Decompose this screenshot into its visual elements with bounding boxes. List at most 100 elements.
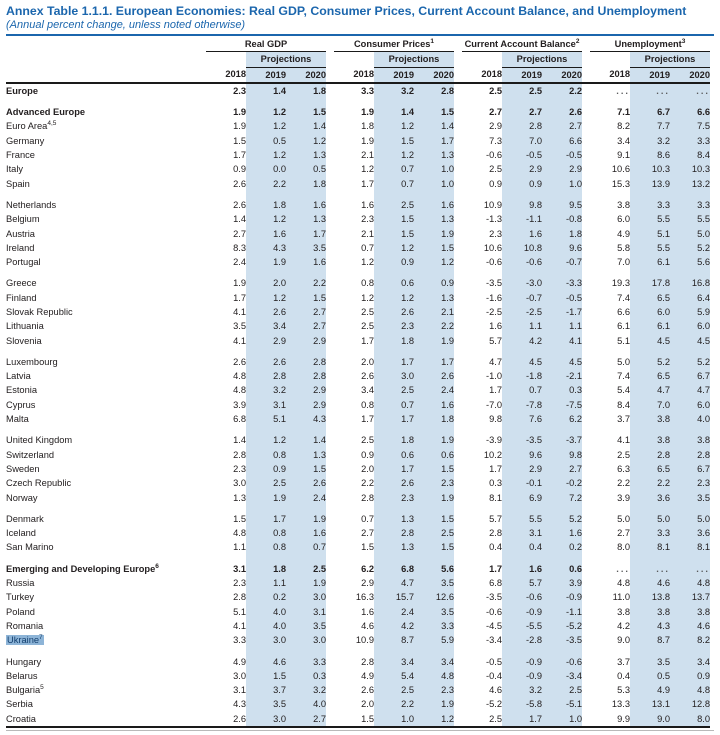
- value-cell: 4.6: [697, 620, 710, 631]
- value-cell: 2.1: [361, 228, 374, 239]
- country-label-cell: Croatia: [6, 711, 206, 729]
- value-cell: -3.5: [565, 635, 582, 646]
- value-cell: -5.8: [525, 699, 542, 710]
- table-row: Malta 6.8 5.1 4.3 1.7 1.7 1.8 9.8 7.6 6.2 3.7 3.8 4.…: [6, 412, 710, 426]
- year-header: 2019: [630, 67, 670, 84]
- value-cell: 0.8: [273, 542, 286, 553]
- value-cell: 2.9: [273, 335, 286, 346]
- value-cell: 0.4: [489, 542, 502, 553]
- gap-cell: [502, 555, 542, 562]
- value-cell: 4.3: [657, 620, 670, 631]
- value-cell: 2.9: [489, 121, 502, 132]
- group-spacer: [454, 655, 462, 669]
- value-cell: 0.7: [361, 242, 374, 253]
- value-cell: 3.2: [401, 85, 414, 96]
- group-spacer: [582, 398, 590, 412]
- value-cell: 1.3: [401, 513, 414, 524]
- group-spacer: [454, 227, 462, 241]
- gap-cell: [206, 191, 246, 198]
- value-cell: 3.6: [697, 528, 710, 539]
- table-row: Turkey 2.8 0.2 3.0 16.3 15.7 12.6 -3.5 -0.6 -0.9 1…: [6, 590, 710, 604]
- country-label: Greece: [6, 278, 37, 289]
- gap-cell: [590, 98, 630, 105]
- value-cell: 1.1: [233, 542, 246, 553]
- value-cell: 1.5: [313, 292, 326, 303]
- group-spacer: [582, 355, 590, 369]
- group-spacer: [454, 590, 462, 604]
- value-cell: 8.0: [617, 542, 630, 553]
- group-spacer: [326, 355, 334, 369]
- value-cell: 2.3: [697, 478, 710, 489]
- value-cell: 5.0: [697, 228, 710, 239]
- table-row: Ukraine7 3.3 3.0 3.0 10.9 8.7 5.9 -3.4 -2.8 -3.5 9…: [6, 633, 710, 647]
- value-cell: -0.5: [565, 292, 582, 303]
- value-cell: 7.1: [617, 107, 630, 118]
- value-cell: -2.5: [485, 306, 502, 317]
- value-cell: 1.8: [313, 178, 326, 189]
- group-spacer: [454, 67, 462, 84]
- value-cell: 6.7: [697, 371, 710, 382]
- value-cell: 1.0: [441, 178, 454, 189]
- value-cell: 2.3: [441, 685, 454, 696]
- value-cell: 2.2: [569, 85, 582, 96]
- value-cell: 9.8: [569, 449, 582, 460]
- value-cell: 0.7: [313, 542, 326, 553]
- gap-cell: [462, 98, 502, 105]
- gap-cell: [6, 505, 206, 512]
- value-cell: 6.0: [657, 306, 670, 317]
- group-spacer: [582, 562, 590, 576]
- value-cell: 5.5: [529, 513, 542, 524]
- country-label-cell: San Marino: [6, 540, 206, 554]
- gap-cell: [502, 505, 542, 512]
- gap-cell: [414, 505, 454, 512]
- group-spacer: [582, 476, 590, 490]
- gap-cell: [334, 505, 374, 512]
- group-spacer: [326, 619, 334, 633]
- country-label-cell: Lithuania: [6, 319, 206, 333]
- gap-cell: [326, 348, 334, 355]
- value-cell: 8.4: [617, 399, 630, 410]
- table-row: Euro Area4,5 1.9 1.2 1.4 1.8 1.2 1.4 2.9 2.8 2.7 8…: [6, 119, 710, 133]
- value-cell: 2.9: [313, 335, 326, 346]
- country-label-cell: Emerging and Developing Europe6: [6, 562, 206, 576]
- blank-cell: [462, 52, 502, 67]
- value-cell: 1.8: [401, 435, 414, 446]
- gap-cell: [630, 505, 670, 512]
- value-cell: 5.9: [697, 306, 710, 317]
- value-cell: 0.5: [273, 135, 286, 146]
- value-cell: 1.1: [273, 578, 286, 589]
- value-cell: 2.8: [441, 85, 454, 96]
- gap-cell: [414, 426, 454, 433]
- value-cell: 1.6: [313, 528, 326, 539]
- value-cell: -0.9: [525, 670, 542, 681]
- value-cell: 15.7: [395, 592, 414, 603]
- value-cell: 4.0: [697, 414, 710, 425]
- gap-cell: [206, 426, 246, 433]
- year-header: 2018: [206, 67, 246, 84]
- group-spacer: [454, 305, 462, 319]
- value-cell: 0.7: [401, 178, 414, 189]
- value-cell: 3.0: [313, 592, 326, 603]
- group-spacer: [326, 67, 334, 84]
- gap-row: [6, 348, 710, 355]
- gap-row: [6, 648, 710, 655]
- value-cell: 2.6: [401, 306, 414, 317]
- value-cell: 3.0: [401, 371, 414, 382]
- gap-cell: [462, 191, 502, 198]
- country-label-cell: Ireland: [6, 241, 206, 255]
- value-cell: 4.2: [529, 335, 542, 346]
- group-spacer: [582, 526, 590, 540]
- gap-cell: [6, 191, 206, 198]
- gap-cell: [542, 98, 582, 105]
- group-spacer: [326, 276, 334, 290]
- group-spacer: [582, 227, 590, 241]
- value-cell: 5.2: [697, 356, 710, 367]
- value-cell: 2.9: [361, 578, 374, 589]
- value-cell: 1.5: [401, 228, 414, 239]
- value-cell: 1.7: [401, 463, 414, 474]
- country-label: Iceland: [6, 528, 36, 539]
- value-cell: 2.5: [529, 85, 542, 96]
- page-subtitle: (Annual percent change, unless noted oth…: [6, 18, 246, 31]
- value-cell: 2.8: [489, 528, 502, 539]
